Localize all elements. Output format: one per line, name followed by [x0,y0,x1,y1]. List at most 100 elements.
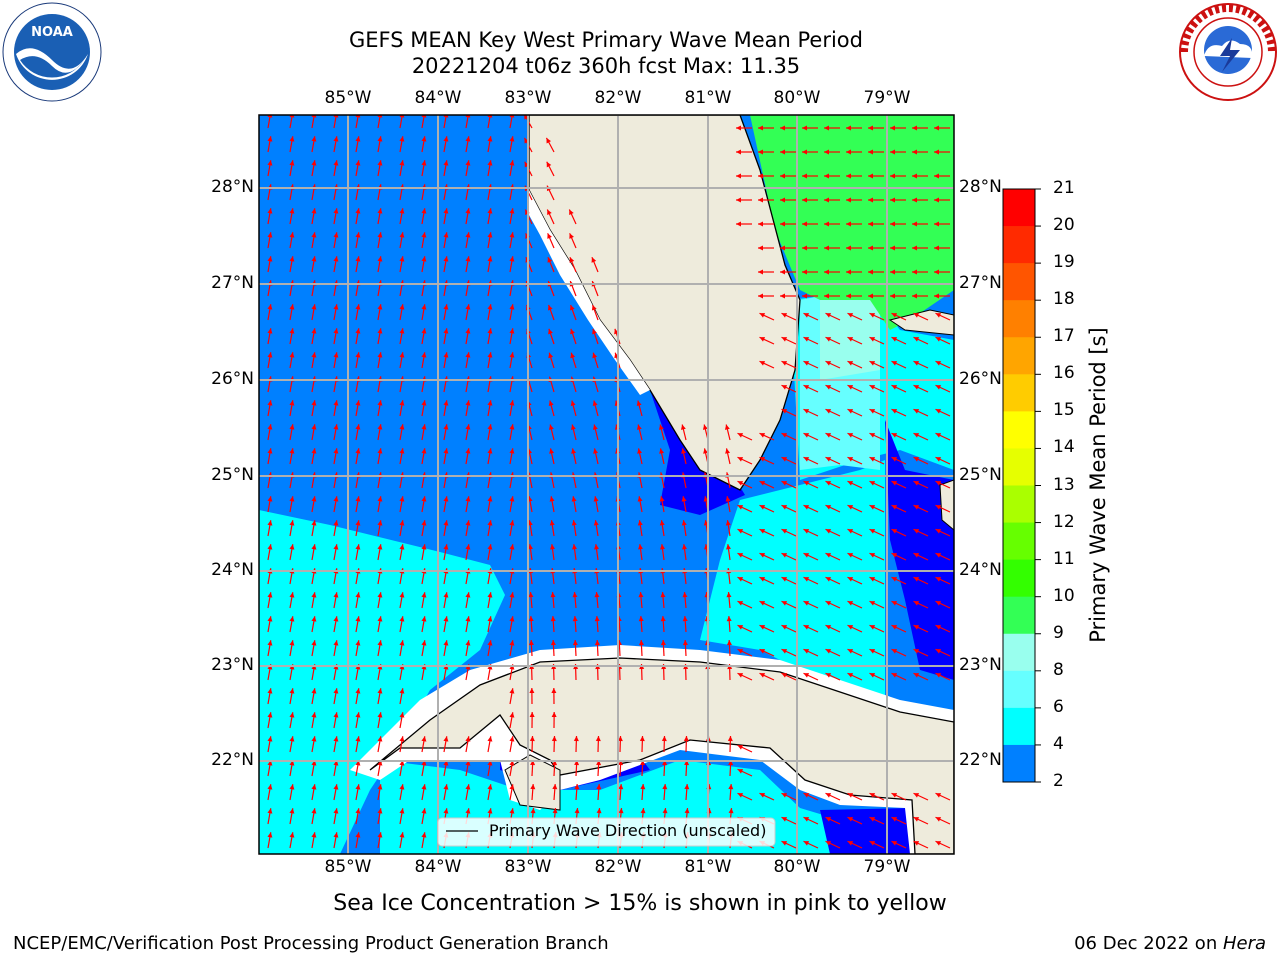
direction-arrow [847,384,863,393]
direction-arrow [781,672,797,681]
direction-arrow [355,784,361,801]
direction-arrow [465,232,471,249]
direction-arrow [267,520,273,537]
direction-arrow [618,759,624,777]
colorbar-cell [1003,226,1035,264]
direction-arrow [935,576,951,585]
direction-arrow [825,456,841,465]
direction-arrow [891,360,907,369]
direction-arrow [509,496,515,513]
direction-arrow [487,136,493,153]
direction-arrow [868,149,884,155]
direction-arrow [781,384,797,393]
direction-arrow [399,208,405,225]
direction-arrow [549,520,555,537]
direction-arrow [333,352,339,369]
direction-arrow [891,384,907,393]
direction-arrow [311,424,317,441]
direction-arrow [421,544,427,561]
direction-arrow [551,735,557,753]
direction-arrow [726,592,732,609]
direction-arrow [912,149,928,155]
direction-arrow [934,149,950,155]
direction-arrow [421,352,427,369]
direction-arrow [377,640,383,657]
direction-arrow [377,784,383,801]
colorbar-cell [1003,263,1035,301]
band-2-4-region-east [885,420,954,680]
direction-arrow [737,480,753,489]
direction-arrow [935,816,951,825]
direction-arrow [267,640,273,657]
direction-arrow [737,744,753,753]
direction-arrow [333,328,339,345]
direction-arrow [869,432,885,441]
direction-arrow [934,269,950,275]
direction-arrow [333,640,339,657]
direction-arrow [802,221,818,227]
direction-arrow [487,304,493,321]
direction-arrow [399,256,405,273]
direction-arrow [399,496,405,513]
direction-arrow [759,672,775,681]
direction-arrow [311,352,317,369]
direction-arrow [934,293,950,299]
direction-arrow [377,304,383,321]
direction-arrow [869,840,885,849]
direction-arrow [847,672,863,681]
direction-arrow [355,520,361,537]
direction-arrow [758,173,774,179]
direction-arrow [333,616,339,633]
direction-arrow [569,304,577,321]
lon-label-bottom: 81°W [684,857,732,877]
direction-arrow [333,448,339,465]
direction-arrow [912,269,928,275]
direction-arrow [399,712,405,729]
direction-arrow [781,576,797,585]
direction-arrow [825,480,841,489]
direction-arrow [593,520,599,537]
direction-arrow [487,208,493,225]
direction-arrow [487,328,493,345]
direction-arrow [377,424,383,441]
direction-arrow [891,480,907,489]
direction-arrow [780,125,796,131]
direction-arrow [682,639,688,657]
direction-arrow [640,783,646,801]
colorbar-tick-label: 6 [1053,696,1064,717]
direction-arrow [825,672,841,681]
direction-arrow [825,360,841,369]
direction-arrow [399,520,405,537]
direction-arrow [660,615,666,633]
lat-label-left: 28°N [211,177,254,197]
cuba-land [369,657,954,854]
direction-arrow [868,245,884,251]
direction-arrow [684,783,690,801]
direction-arrow [846,293,862,299]
direction-arrow [333,808,339,825]
direction-arrow [267,736,273,753]
direction-arrow [869,336,885,345]
direction-arrow [377,712,383,729]
direction-arrow [636,424,643,441]
direction-arrow [355,424,361,441]
direction-arrow [758,197,774,203]
direction-arrow [421,808,427,825]
direction-arrow [571,496,577,513]
direction-arrow [528,639,534,657]
arrow-legend [437,817,776,847]
direction-arrow [912,245,928,251]
colorbar-cell [1003,448,1035,486]
direction-arrow [759,600,775,609]
direction-arrow [781,456,797,465]
direction-arrow [913,408,929,417]
direction-arrow [803,648,819,657]
direction-arrow [355,328,361,345]
direction-arrow [443,592,449,609]
direction-arrow [289,424,295,441]
direction-arrow [780,269,796,275]
band-6-8-region-strait [700,460,885,710]
direction-arrow [547,256,555,273]
direction-arrow [377,256,383,273]
direction-arrow [659,448,665,465]
